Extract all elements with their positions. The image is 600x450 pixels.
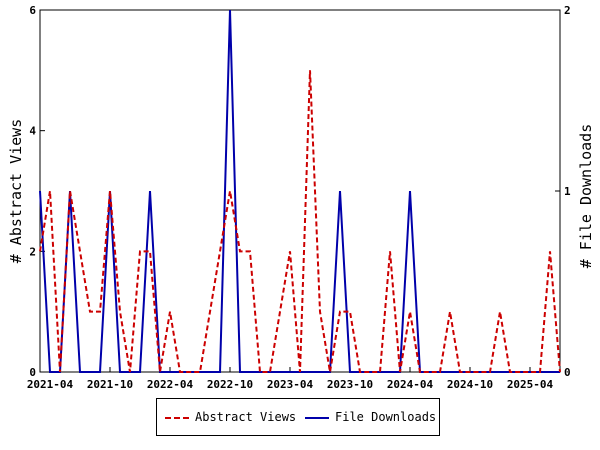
y2-tick-label: 1 <box>564 185 571 198</box>
legend-swatch-file-downloads <box>305 416 329 419</box>
legend-label-file-downloads: File Downloads <box>335 410 437 424</box>
x-tick-label: 2023-10 <box>327 378 373 391</box>
legend-item-abstract-views: Abstract Views <box>165 410 296 424</box>
legend-item-file-downloads: File Downloads <box>305 410 436 424</box>
legend: Abstract Views File Downloads <box>156 398 440 436</box>
legend-label-abstract-views: Abstract Views <box>195 410 297 424</box>
y-tick-label: 0 <box>29 366 36 379</box>
legend-swatch-abstract-views <box>165 416 189 419</box>
series-layer <box>39 9 561 373</box>
y2-tick-label: 0 <box>564 366 571 379</box>
y-tick-label: 6 <box>29 4 36 17</box>
y-tick-label: 2 <box>29 245 36 258</box>
y-tick-label: 4 <box>29 125 36 138</box>
x-tick-label: 2023-04 <box>267 378 314 391</box>
ticks-layer: 0 2 4 6 0 1 2 2021-04 2021-10 2022-04 2022-10 2023-… <box>27 4 571 391</box>
x-tick-label: 2021-04 <box>27 378 74 391</box>
series-line-abstract-views <box>39 70 561 373</box>
y2-tick-label: 2 <box>564 4 571 17</box>
x-tick-label: 2025-04 <box>507 378 554 391</box>
x-tick-label: 2022-10 <box>207 378 253 391</box>
series-line-file-downloads <box>39 9 560 373</box>
x-tick-label: 2022-04 <box>147 378 194 391</box>
x-tick-label: 2024-10 <box>447 378 493 391</box>
y2-axis-title: # File Downloads <box>577 124 595 269</box>
x-tick-label: 2024-04 <box>387 378 434 391</box>
x-tick-label: 2021-10 <box>87 378 133 391</box>
y-axis-title: # Abstract Views <box>7 119 25 264</box>
